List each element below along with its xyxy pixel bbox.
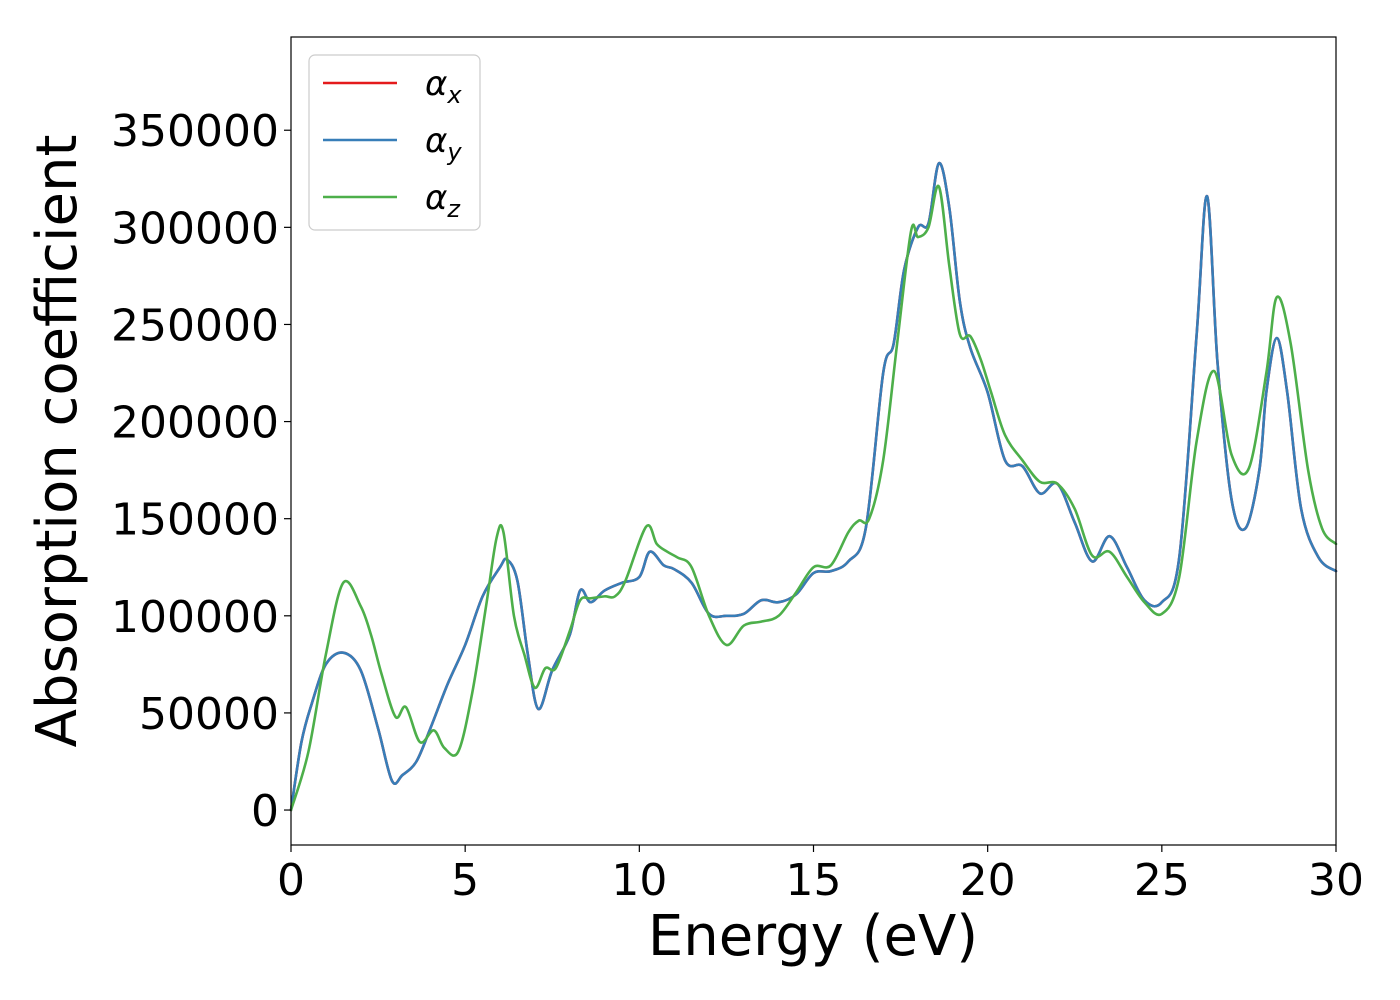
y-tick-label: 300000 (111, 203, 279, 254)
x-axis-title: Energy (eV) (648, 904, 978, 969)
x-tick-label: 30 (1308, 855, 1364, 906)
series-line-alpha-y (289, 161, 1338, 812)
x-tick-label: 5 (451, 855, 479, 906)
y-tick-label: 200000 (111, 398, 279, 449)
x-axis-ticks: 0 5 10 15 20 25 30 (277, 845, 1364, 906)
legend-label-alpha-z: αz (425, 178, 461, 223)
y-tick-label: 250000 (111, 300, 279, 351)
legend-label-alpha-x: αx (425, 64, 462, 109)
legend-box (308, 54, 481, 231)
y-tick-label: 150000 (111, 495, 279, 546)
series-line-alpha-z (289, 184, 1338, 812)
series-layer (289, 161, 1338, 812)
y-tick-label: 0 (251, 786, 279, 837)
y-axis-title: Absorption coefficient (25, 135, 90, 748)
x-tick-label: 15 (786, 855, 842, 906)
y-tick-label: 350000 (111, 106, 279, 157)
legend-label-alpha-y: αy (425, 121, 462, 166)
x-tick-label: 20 (960, 855, 1016, 906)
y-tick-label: 100000 (111, 592, 279, 643)
x-tick-label: 25 (1134, 855, 1190, 906)
x-tick-label: 0 (277, 855, 305, 906)
x-tick-label: 10 (611, 855, 667, 906)
y-tick-label: 50000 (139, 689, 279, 740)
y-axis-ticks: 0 50000 100000 150000 200000 250000 300000 3500… (111, 106, 291, 837)
legend: αx αy αz (308, 54, 481, 231)
